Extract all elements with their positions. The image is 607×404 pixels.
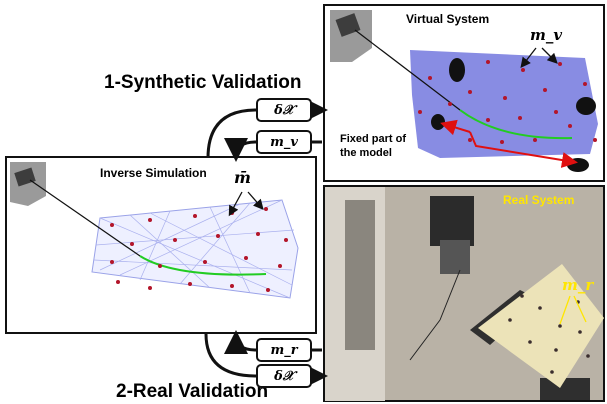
- synthetic-validation-heading: 1-Synthetic Validation: [104, 72, 302, 93]
- fixed-part-label: Fixed part of the model: [340, 132, 406, 160]
- virtual-body: [410, 50, 598, 158]
- virtual-system-title: Virtual System: [406, 12, 490, 26]
- inverse-markers: [110, 207, 288, 292]
- fixed-part-label-line1: Fixed part of: [340, 133, 407, 145]
- synthetic-delta-x-box: δ𝒳: [256, 98, 312, 122]
- catheter-wire: [354, 29, 461, 111]
- virtual-markers: [418, 60, 597, 144]
- real-marker-label: m_r: [562, 276, 594, 294]
- catheter-tip: [139, 255, 267, 276]
- inverse-panel: [5, 156, 317, 334]
- virtual-marker-label: m_v: [530, 26, 563, 44]
- catheter-tip: [459, 109, 573, 140]
- real-flow-arrows: [204, 330, 328, 388]
- synthetic-mv-box: m_v: [256, 130, 312, 154]
- fixed-part: [567, 158, 589, 172]
- virtual-panel: [323, 4, 605, 182]
- real-markers: [508, 294, 590, 374]
- fixed-part: [576, 97, 596, 115]
- inverse-simulation-title: Inverse Simulation: [100, 166, 207, 180]
- real-validation-heading: 2-Real Validation: [116, 381, 269, 402]
- real-delta-x-box: δ𝒳: [256, 364, 312, 388]
- real-panel: [323, 185, 605, 402]
- fixed-part: [431, 114, 445, 130]
- fixed-part: [449, 58, 465, 82]
- fixed-part-label-line2: the model: [340, 147, 392, 159]
- fixed-part-arrow: [469, 131, 578, 168]
- real-phantom: [478, 264, 604, 388]
- actuator-render: [430, 196, 474, 246]
- real-mr-box: m_r: [256, 338, 312, 362]
- real-system-title: Real System: [503, 193, 575, 207]
- catheter-wire: [29, 179, 141, 257]
- synthetic-flow-arrows: [206, 98, 328, 162]
- inverse-mesh: [91, 199, 299, 299]
- inverse-marker-label: m̄: [234, 168, 251, 187]
